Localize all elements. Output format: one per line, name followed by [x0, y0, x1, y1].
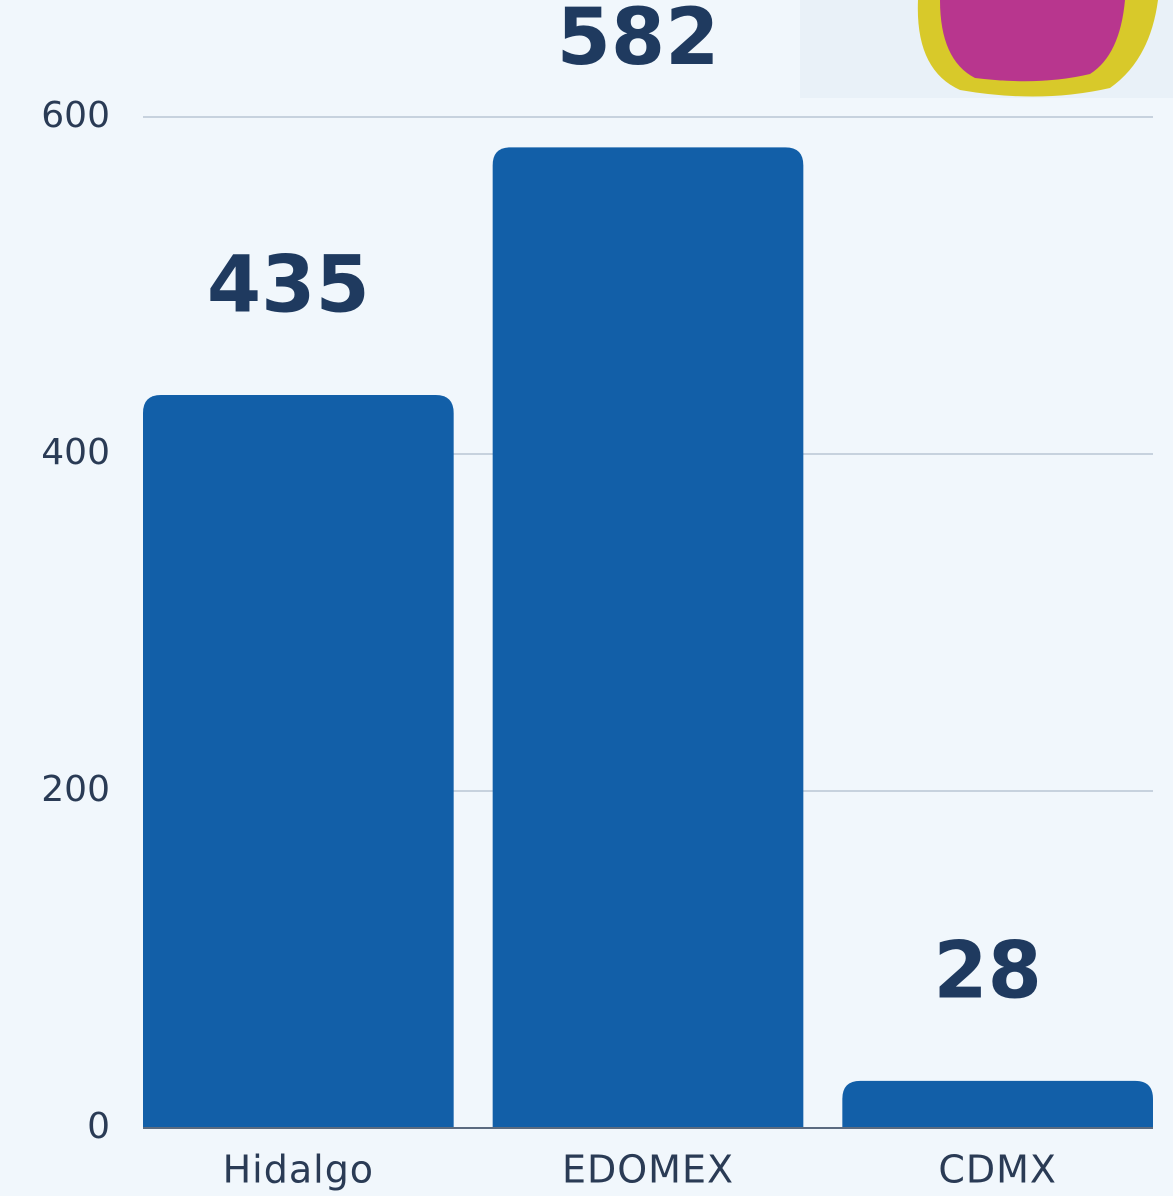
icon-inner [940, 0, 1125, 82]
y-tick-label: 600 [41, 95, 110, 136]
y-tick-label: 200 [41, 769, 110, 810]
bar [143, 395, 454, 1128]
data-label: 435 [207, 241, 370, 331]
y-tick-label: 400 [41, 432, 110, 473]
data-label: 28 [933, 926, 1042, 1016]
x-tick-label: CDMX [938, 1148, 1057, 1192]
x-tick-label: EDOMEX [562, 1148, 734, 1192]
bar [492, 147, 804, 1128]
x-tick-label: Hidalgo [223, 1148, 374, 1192]
bar [842, 1080, 1153, 1128]
y-tick-label: 0 [87, 1106, 110, 1147]
decorative-icon [800, 0, 1173, 98]
data-label: 582 [557, 0, 720, 83]
